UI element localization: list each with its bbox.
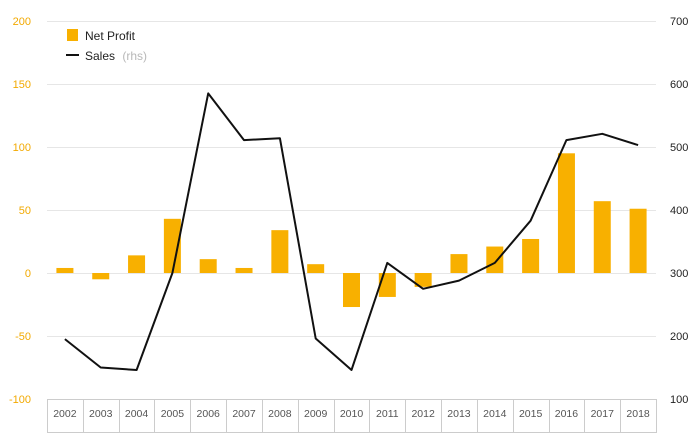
x-tick-label: 2004 xyxy=(125,408,149,420)
left-tick-label: 0 xyxy=(25,268,31,280)
x-tick-label: 2012 xyxy=(411,408,435,420)
right-tick-label: 200 xyxy=(670,331,688,343)
right-tick-label: 300 xyxy=(670,268,688,280)
x-tick-label: 2008 xyxy=(268,408,292,420)
bar-net-profit-2016 xyxy=(557,153,575,273)
bar-net-profit-2008 xyxy=(271,230,289,273)
right-tick-label: 500 xyxy=(670,142,688,154)
legend-net-profit-label: Net Profit xyxy=(85,29,136,43)
bar-net-profit-2015 xyxy=(522,238,540,273)
bar-net-profit-2018 xyxy=(629,208,647,273)
legend-sales-name: Sales xyxy=(85,49,115,63)
bar-net-profit-2017 xyxy=(593,201,611,273)
bar-net-profit-2010 xyxy=(343,273,360,308)
x-tick-label: 2014 xyxy=(483,408,507,420)
x-tick-label: 2013 xyxy=(447,408,471,420)
legend-net-profit-swatch xyxy=(67,29,78,41)
gridlines xyxy=(47,21,656,337)
x-tick-label: 2006 xyxy=(197,408,221,420)
bar-net-profit-2007 xyxy=(235,267,253,273)
legend: Net Profit Sales (rhs) xyxy=(66,29,147,63)
x-tick-label: 2011 xyxy=(376,408,399,420)
right-tick-label: 100 xyxy=(670,394,688,406)
right-tick-label: 700 xyxy=(670,16,688,28)
left-tick-label: 200 xyxy=(13,16,31,28)
x-tick-label: 2010 xyxy=(340,408,364,420)
bar-net-profit-2012 xyxy=(414,273,432,287)
left-tick-label: 150 xyxy=(13,79,31,91)
right-y-axis: 100 200 300 400 500 600 700 xyxy=(670,16,688,406)
right-tick-label: 400 xyxy=(670,205,688,217)
bar-net-profit-2005 xyxy=(163,218,181,273)
x-tick-label: 2002 xyxy=(53,408,77,420)
bar-net-profit-2013 xyxy=(450,254,468,273)
left-tick-label: -50 xyxy=(15,331,31,343)
left-tick-label: -100 xyxy=(9,394,31,406)
legend-sales-suffix: (rhs) xyxy=(122,49,147,63)
x-tick-label: 2016 xyxy=(555,408,579,420)
bar-net-profit-2002 xyxy=(56,267,74,273)
x-axis: 2002 2003 2004 2005 2006 2007 2008 2009 2010 2011… xyxy=(47,399,657,433)
bar-net-profit-2006 xyxy=(199,259,217,273)
x-tick-label: 2017 xyxy=(591,408,615,420)
sales-line xyxy=(64,92,639,371)
legend-sales-label: Sales (rhs) xyxy=(85,49,147,63)
x-tick-label: 2018 xyxy=(626,408,650,420)
net-profit-bars xyxy=(56,153,647,308)
x-tick-label: 2007 xyxy=(232,408,256,420)
bar-net-profit-2003 xyxy=(92,273,110,280)
bar-net-profit-2009 xyxy=(307,264,325,273)
x-tick-label: 2009 xyxy=(304,408,328,420)
bar-net-profit-2014 xyxy=(486,246,504,273)
right-tick-label: 600 xyxy=(670,79,688,91)
bar-net-profit-2004 xyxy=(128,255,146,273)
x-tick-label: 2015 xyxy=(519,408,543,420)
bar-net-profit-2011 xyxy=(378,273,396,297)
left-tick-label: 50 xyxy=(19,205,31,217)
left-y-axis: -100 -50 0 50 100 150 200 xyxy=(9,16,31,406)
sales-line-layer xyxy=(64,92,639,371)
left-tick-label: 100 xyxy=(13,142,31,154)
x-tick-label: 2003 xyxy=(89,408,113,420)
x-tick-label: 2005 xyxy=(161,408,185,420)
